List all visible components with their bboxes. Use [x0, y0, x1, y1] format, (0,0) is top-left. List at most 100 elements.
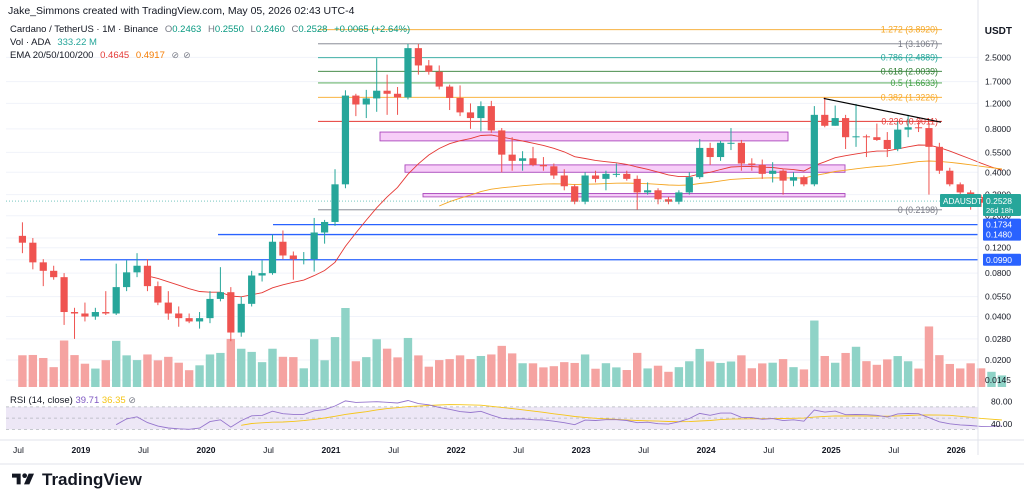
- volume-bar: [18, 355, 27, 387]
- candle-body: [769, 170, 777, 174]
- candle-body: [216, 292, 224, 299]
- candle-body: [70, 312, 79, 314]
- volume-bar: [789, 367, 798, 387]
- volume-bar: [518, 363, 527, 387]
- axis-currency: USDT: [984, 26, 1012, 37]
- eye-off-icon[interactable]: ⊘: [128, 395, 136, 405]
- candle-body: [341, 95, 350, 185]
- volume-bar: [560, 362, 569, 387]
- price-zone: [422, 193, 846, 198]
- candle-body: [143, 265, 152, 287]
- candle-body: [821, 114, 829, 126]
- candle-body: [633, 178, 641, 193]
- volume-bar: [309, 339, 319, 387]
- price-tick-label: 1.7000: [985, 77, 1011, 87]
- volume-bar: [49, 367, 58, 387]
- volume-bar: [872, 364, 882, 387]
- volume-bar: [570, 362, 579, 387]
- price-tick-label: 2.5000: [985, 52, 1011, 62]
- trendline[interactable]: [6, 97, 978, 202]
- time-tick-label: 2023: [572, 445, 591, 455]
- candle-body: [279, 241, 287, 256]
- candle-body: [842, 118, 850, 138]
- ema-lines: [147, 134, 1003, 298]
- level-tag: [983, 228, 1021, 241]
- candle-body: [956, 184, 964, 193]
- volume-bar: [507, 353, 517, 387]
- candle-body: [685, 177, 693, 193]
- candle-body: [466, 112, 475, 119]
- candle-body: [446, 86, 454, 98]
- candle-body: [602, 173, 610, 179]
- fib-level-label: 0 (0.2198): [898, 205, 938, 215]
- candle-body: [654, 190, 662, 200]
- volume-bar: [903, 361, 913, 387]
- candle-body: [195, 318, 204, 322]
- level-tag-label: 0.1480: [986, 230, 1012, 240]
- volume-bar: [956, 368, 965, 387]
- trendline-line: [823, 97, 942, 123]
- candle-body: [946, 170, 954, 185]
- price-tick-label: 0.0550: [985, 292, 1011, 302]
- price-axis[interactable]: 2.50001.70001.20000.80000.55000.40000.28…: [940, 0, 1021, 455]
- candle-body: [758, 164, 766, 174]
- header-credit: Jake_Simmons created with TradingView.co…: [8, 5, 355, 17]
- candle-body: [456, 97, 464, 113]
- legend-volume: Vol · ADA 333.22 M: [10, 37, 101, 48]
- volume-bar: [487, 354, 496, 387]
- volume-bar: [341, 308, 350, 387]
- time-axis[interactable]: Jul 2019 Jul 2020 Jul 2021 Jul 2022 Jul 2023 Jul 20…: [0, 439, 1024, 465]
- price-tick-label: 1.2000: [985, 98, 1011, 108]
- candlesticks[interactable]: [18, 43, 1006, 342]
- volume-bar: [424, 366, 433, 387]
- candle-body: [831, 118, 839, 126]
- legend-low: 0.2460: [255, 24, 285, 35]
- tradingview-logo[interactable]: TradingView: [12, 470, 142, 490]
- volume-bar: [435, 360, 444, 387]
- legend-rsi-label: RSI (14, close): [10, 395, 73, 406]
- volume-bar: [539, 367, 548, 387]
- candle-body: [310, 232, 318, 260]
- candle-body: [300, 259, 308, 261]
- ema-50-line: [439, 160, 1002, 207]
- eye-off-icon[interactable]: ⊘: [171, 50, 180, 60]
- volume-bar: [403, 337, 413, 387]
- candle-body: [352, 95, 360, 105]
- volume-bar: [935, 355, 944, 387]
- eye-off-icon[interactable]: ⊘: [183, 50, 191, 60]
- volume-bar: [143, 354, 152, 387]
- candle-body: [154, 286, 162, 303]
- candle-body: [50, 270, 58, 278]
- candle-body: [425, 65, 433, 72]
- candle-body: [873, 137, 881, 140]
- volume-bar: [758, 363, 767, 387]
- legend-open: 0.2463: [172, 24, 202, 35]
- volume-bar: [549, 366, 559, 387]
- volume-bar: [174, 362, 183, 387]
- volume-bar: [237, 348, 246, 387]
- volume-bar: [299, 368, 308, 387]
- candle-body: [852, 136, 860, 138]
- volume-bar: [705, 361, 715, 387]
- candle-body: [91, 312, 99, 317]
- legend-change: +0.0065 (+2.64%): [334, 24, 411, 35]
- volume-bar: [820, 355, 829, 387]
- volume-bar: [476, 355, 486, 387]
- time-tick-label: Jul: [513, 445, 524, 455]
- candle-body: [925, 128, 933, 147]
- volume-bar: [278, 356, 288, 387]
- fib-level-label: 0.786 (2.4889): [881, 53, 938, 63]
- time-tick-label: Jul: [13, 445, 24, 455]
- volume-bar: [39, 357, 48, 387]
- rsi-tick-label: 80.00: [991, 396, 1013, 406]
- candle-body: [373, 90, 381, 99]
- candle-body: [393, 93, 402, 98]
- candle-body: [727, 142, 735, 144]
- time-tick-label: 2022: [447, 445, 466, 455]
- candle-body: [706, 147, 714, 158]
- volume-bar: [205, 354, 215, 387]
- level-tag-label: 0.0990: [986, 255, 1012, 265]
- volume-bar: [28, 354, 38, 387]
